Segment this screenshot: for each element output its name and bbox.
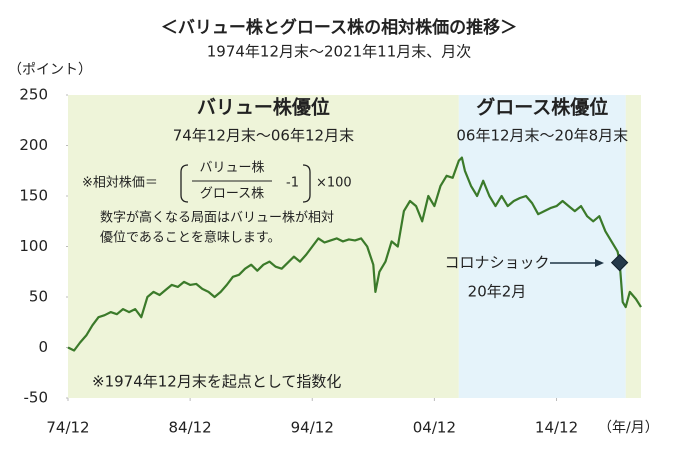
formula-minus: -1 [286,176,299,191]
chart-title: ＜バリュー株とグロース株の相対株価の推移＞ [161,17,517,38]
y-tick-label: 100 [19,237,48,255]
chart-subtitle: 1974年12月末～2021年11月末、月次 [207,43,472,61]
line [67,156,642,352]
y-tick-label: 0 [38,338,48,356]
event-marker [610,253,629,272]
note-line: 優位であることを意味します。 [100,230,281,246]
arrow-head [595,259,604,267]
y-tick-label: 200 [19,136,48,154]
formula-suffix: ×100 [316,176,352,191]
x-tick-label: 74/12 [46,419,89,437]
formula-numerator: バリュー株 [199,161,264,176]
formula-denominator: グロース株 [200,187,264,202]
x-tick-label: 94/12 [291,419,334,437]
region-period: 74年12月末～06年12月末 [173,127,354,145]
note-line: 数字が高くなる局面はバリュー株が相対 [100,210,334,226]
region-label: バリュー株優位 [197,96,330,119]
y-tick-label: 150 [19,187,48,205]
x-tick-label: 84/12 [169,419,212,437]
y-tick-label: 250 [19,86,48,104]
annotation-text: コロナショック [444,254,549,272]
y-axis-unit: （ポイント） [8,62,92,78]
region [625,95,641,398]
x-tick-label: 14/12 [535,419,578,437]
annotation-date: 20年2月 [468,283,527,301]
region-label: グロース株優位 [476,96,608,119]
y-tick-label: -50 [24,389,49,407]
region [68,95,459,398]
bracket [302,164,311,203]
formula-prefix: ※相対株価＝ [82,176,158,191]
base-note: ※1974年12月末を起点として指数化 [92,373,341,391]
region [458,95,626,398]
x-tick-label: 04/12 [413,419,456,437]
region-period: 06年12月末～20年8月末 [456,127,628,145]
bracket [180,164,189,203]
y-tick-label: 50 [29,288,48,306]
x-axis-unit: （年/月） [598,420,659,436]
